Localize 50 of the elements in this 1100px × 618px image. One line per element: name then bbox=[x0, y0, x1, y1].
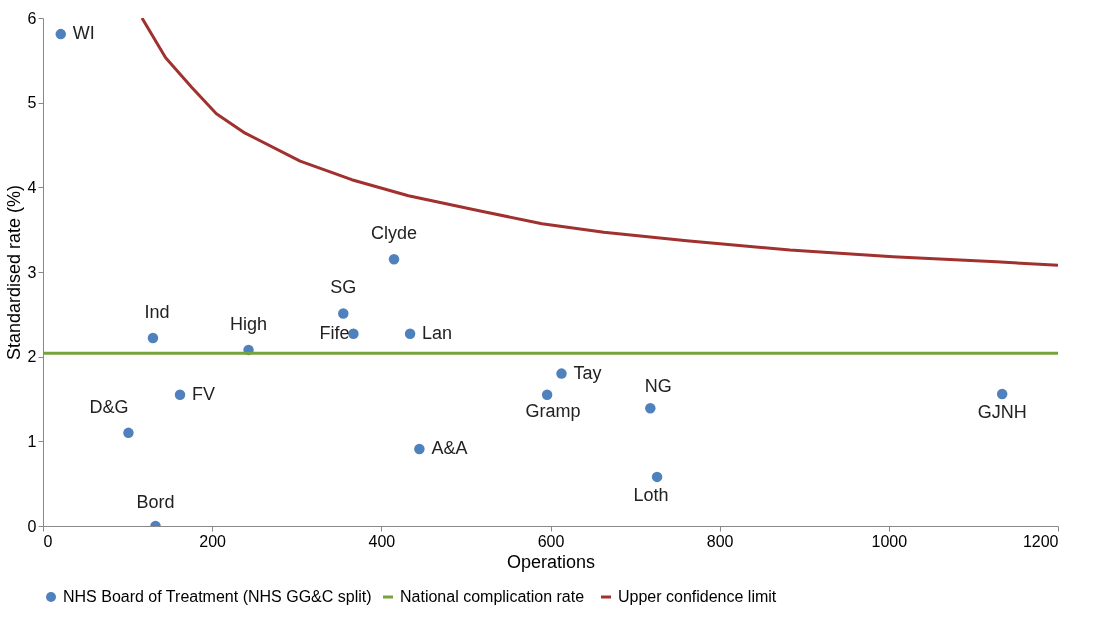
annotation: A&A bbox=[431, 437, 468, 458]
y-tick-label: 4 bbox=[27, 178, 37, 196]
line-series bbox=[140, 18, 1058, 267]
annotation: FV bbox=[192, 383, 216, 404]
x-tick-label: 400 bbox=[368, 532, 396, 550]
point bbox=[174, 389, 186, 400]
x-tick-label: 800 bbox=[706, 532, 734, 550]
point bbox=[348, 328, 359, 340]
x-axis-title: Operations bbox=[506, 551, 596, 572]
point bbox=[541, 389, 553, 400]
x-tick-label: 200 bbox=[199, 532, 227, 550]
legend-label: Upper confidence limit bbox=[618, 588, 777, 605]
y-tick-label: 3 bbox=[27, 263, 37, 281]
point bbox=[651, 471, 663, 483]
y-tick-label: 5 bbox=[27, 94, 37, 112]
point bbox=[55, 28, 67, 40]
x-tick-label: 1200 bbox=[1022, 532, 1059, 550]
annotation: Clyde bbox=[371, 223, 418, 244]
annotation: Tay bbox=[573, 362, 602, 383]
point bbox=[996, 388, 1008, 400]
y-tick-label: 0 bbox=[27, 517, 37, 535]
point bbox=[338, 308, 349, 319]
y-tick-label: 1 bbox=[27, 432, 37, 450]
annotation: NG bbox=[644, 376, 672, 397]
annotation: SG bbox=[330, 277, 357, 298]
point bbox=[147, 332, 159, 344]
annotation: WI bbox=[72, 23, 95, 44]
y-tick-label: 6 bbox=[27, 9, 37, 27]
point bbox=[404, 328, 416, 340]
annotation: Bord bbox=[136, 492, 175, 512]
x-tick-label: 0 bbox=[43, 532, 53, 550]
y-axis-title: Standardised rate (%) bbox=[3, 184, 24, 361]
x-tick-label: 1000 bbox=[871, 532, 908, 550]
annotation: GJNH bbox=[977, 401, 1027, 422]
point bbox=[123, 427, 134, 439]
point bbox=[388, 254, 400, 265]
point bbox=[414, 443, 425, 455]
annotation: Ind bbox=[144, 302, 170, 323]
y-tick-label: 2 bbox=[27, 348, 37, 366]
legend-label: NHS Board of Treatment (NHS GG&C split) bbox=[63, 588, 372, 605]
annotation: D&G bbox=[89, 396, 129, 417]
x-tick-label: 600 bbox=[537, 532, 565, 550]
annotation: Lan bbox=[422, 322, 453, 343]
annotation: Gramp bbox=[525, 400, 581, 421]
point bbox=[645, 403, 656, 414]
point bbox=[556, 368, 567, 379]
annotation: High bbox=[230, 313, 268, 334]
legend-label: National complication rate bbox=[400, 588, 585, 605]
annotation: Fife bbox=[319, 322, 350, 343]
annotation: Loth bbox=[633, 484, 669, 505]
